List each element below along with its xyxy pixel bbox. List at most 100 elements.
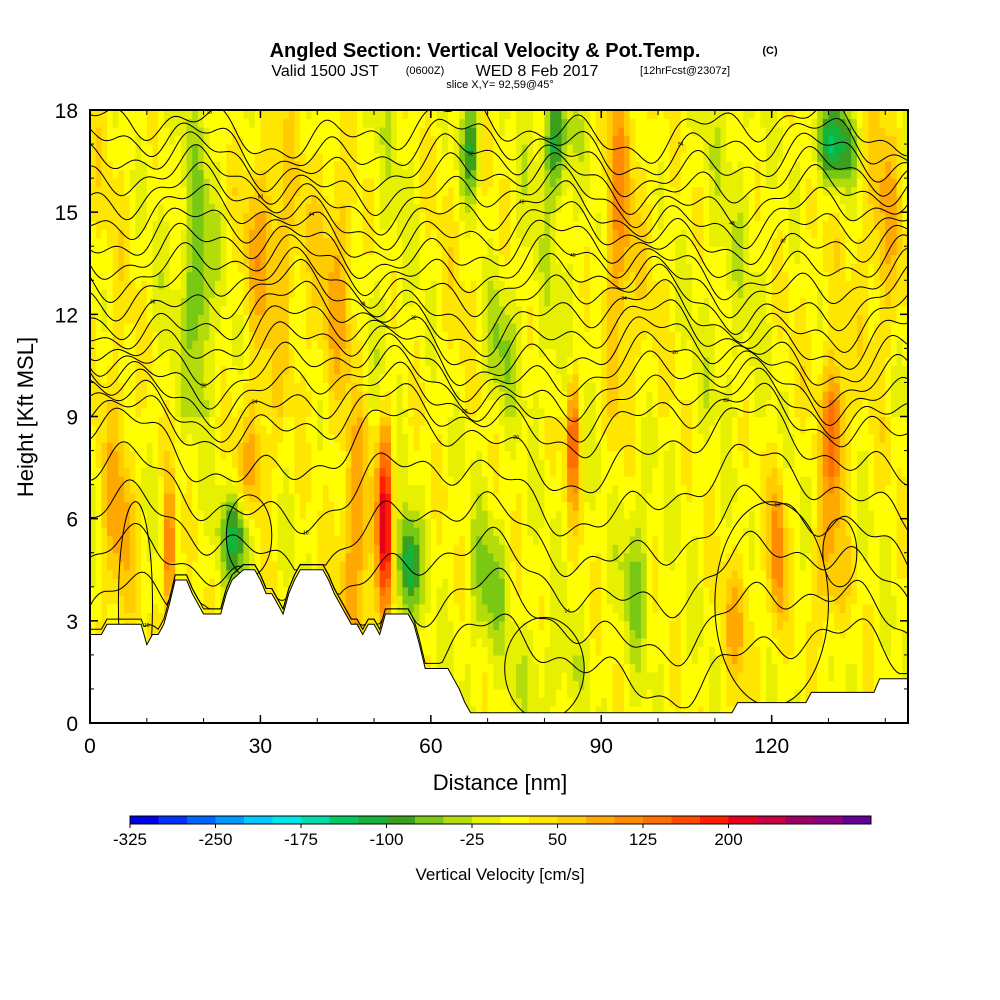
vv-cell [294,271,301,281]
vv-cell [391,476,398,486]
vv-cell [436,246,443,256]
vv-cell [158,178,165,188]
vv-cell [175,561,182,571]
vv-cell [464,612,472,622]
vv-cell [90,254,97,264]
vv-cell [476,493,483,503]
vv-cell [419,288,426,298]
vv-cell [220,578,227,588]
vv-cell [351,331,358,341]
vv-cell [288,467,296,477]
vv-cell [163,527,171,537]
vv-cell [408,161,415,171]
vv-cell [243,237,250,247]
vv-cell [294,476,301,486]
vv-cell [476,442,483,452]
vv-cell [396,118,404,128]
vv-cell [419,237,426,247]
vv-cell [209,314,216,324]
vv-cell [385,195,392,205]
vv-cell [237,152,244,162]
vv-cell [362,169,369,179]
vv-cell [260,467,267,477]
vv-cell [368,561,375,571]
vv-cell [141,407,148,418]
vv-cell [362,348,369,358]
vv-cell [146,569,154,579]
vv-cell [152,467,159,477]
vv-cell [402,280,409,290]
vv-cell [169,288,176,298]
vv-cell [379,484,386,494]
vv-cell [436,263,443,273]
vv-cell [95,135,102,145]
vv-cell [141,331,148,341]
vv-cell [209,493,216,503]
vv-cell [277,493,284,503]
vv-cell [419,178,426,188]
vv-cell [180,305,188,315]
vv-cell [141,118,148,128]
vv-cell [322,407,330,418]
vv-cell [129,161,137,171]
vv-cell [379,544,386,554]
vv-cell [481,586,489,596]
vv-cell [186,203,193,213]
vv-cell [169,476,176,486]
vv-cell [402,246,409,256]
vv-cell [311,288,318,298]
vv-cell [226,195,233,205]
vv-cell [129,578,137,588]
vv-cell [107,186,114,196]
vv-cell [356,484,364,494]
vv-cell [356,527,364,537]
vv-cell [180,110,188,120]
vv-cell [169,195,176,205]
vv-cell [203,186,210,196]
vv-cell [158,561,165,571]
vv-cell [135,535,142,545]
vv-cell [351,450,358,460]
vv-cell [379,535,386,545]
vv-cell [402,535,409,545]
vv-cell [180,433,188,443]
vv-cell [430,322,438,332]
vv-cell [300,271,307,281]
vv-cell [118,152,125,162]
vv-cell [402,263,409,273]
vv-cell [476,237,483,247]
vv-cell [430,331,438,341]
vv-cell [345,518,352,528]
vv-cell [345,254,352,264]
vv-cell [419,425,426,435]
vv-cell [356,561,364,571]
vv-cell [118,178,125,188]
vv-cell [152,425,159,435]
vv-cell [305,305,313,315]
vv-cell [402,382,409,392]
vv-cell [101,280,108,290]
vv-cell [294,314,301,324]
vv-cell [197,390,205,401]
vv-cell [408,407,415,418]
vv-cell [175,263,182,273]
vv-cell [436,612,443,622]
vv-cell [135,135,142,145]
vv-cell [283,322,290,332]
vv-cell [271,476,279,486]
vv-cell [129,339,137,349]
vv-cell [101,169,108,179]
vv-cell [379,348,386,358]
vv-cell [243,484,250,494]
vv-cell [180,212,188,222]
vv-cell [192,416,199,426]
vv-cell [101,220,108,230]
vv-cell [442,544,449,554]
vv-cell [209,442,216,452]
vv-cell [192,459,199,469]
vv-cell [464,271,472,281]
vv-cell [146,484,154,494]
vv-cell [470,671,477,682]
vv-cell [146,331,154,341]
vv-cell [260,314,267,324]
